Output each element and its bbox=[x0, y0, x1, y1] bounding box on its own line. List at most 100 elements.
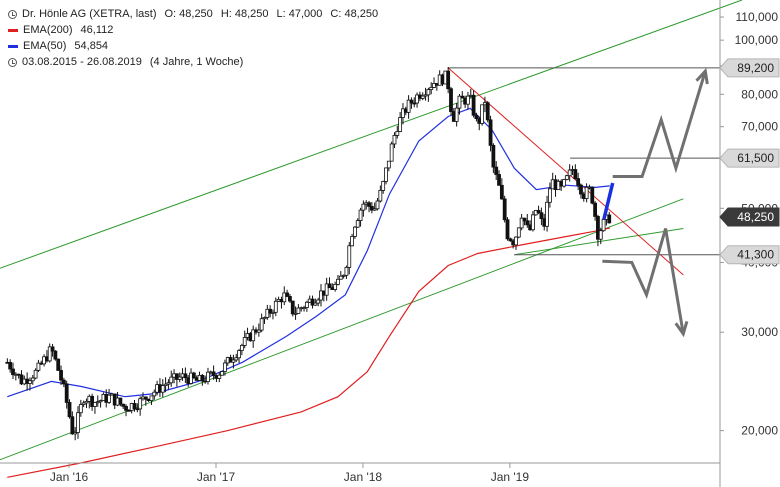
candle-body bbox=[488, 119, 493, 146]
candle-body bbox=[189, 372, 193, 384]
candle-body bbox=[494, 166, 499, 175]
candle-body bbox=[67, 402, 72, 418]
candle-body bbox=[121, 403, 126, 407]
y-tick-label: 80,000 bbox=[741, 87, 778, 101]
candle-body bbox=[234, 357, 239, 361]
candle-body bbox=[76, 412, 80, 433]
candle-body bbox=[166, 382, 171, 385]
candle-body bbox=[350, 236, 354, 247]
price-tag-3 bbox=[719, 245, 780, 265]
projection-arrowhead-2 bbox=[674, 320, 689, 338]
candle-body bbox=[93, 402, 97, 407]
candle-body bbox=[480, 104, 484, 124]
candle-body bbox=[491, 144, 496, 168]
candle-body bbox=[598, 230, 603, 240]
candle-body bbox=[378, 190, 383, 202]
history-clock-icon bbox=[8, 57, 17, 67]
candle-body bbox=[389, 143, 394, 162]
candle-body bbox=[310, 298, 315, 306]
candle-body bbox=[367, 202, 371, 207]
candle-body bbox=[353, 226, 357, 237]
candle-body bbox=[545, 201, 549, 227]
x-tick-label: Jan '18 bbox=[344, 470, 383, 484]
y-tick-label: 20,000 bbox=[741, 424, 778, 438]
candle-body bbox=[522, 217, 527, 222]
y-tick-label: 100,000 bbox=[735, 33, 779, 47]
candle-body bbox=[152, 391, 157, 397]
candle-body bbox=[273, 300, 278, 313]
projection-path-0 bbox=[602, 182, 615, 220]
candle-body bbox=[223, 362, 227, 372]
candle-body bbox=[375, 200, 380, 210]
candle-body bbox=[429, 87, 434, 90]
candle-body bbox=[409, 99, 414, 104]
candle-body bbox=[333, 283, 338, 290]
trend-line-0 bbox=[0, 0, 743, 269]
candle-body bbox=[547, 188, 552, 203]
candle-body bbox=[497, 174, 501, 186]
candle-body bbox=[217, 374, 222, 379]
candle-body bbox=[256, 329, 261, 333]
legend-ema200: EMA(200) 46,112 bbox=[8, 22, 378, 38]
candle-body bbox=[143, 396, 148, 400]
candle-body bbox=[160, 385, 165, 393]
candle-body bbox=[596, 216, 600, 240]
candle-body bbox=[505, 219, 510, 240]
price-tag-label-2: 48,250 bbox=[737, 210, 774, 224]
candle-body bbox=[47, 346, 52, 362]
chart-legend: Dr. Hönle AG (XETRA, last) O: 48,250 H: … bbox=[8, 6, 378, 70]
candle-body bbox=[73, 432, 78, 435]
candle-body bbox=[64, 383, 69, 403]
candle-body bbox=[607, 214, 612, 224]
candle-body bbox=[95, 401, 100, 404]
chart-title: Dr. Hönle AG (XETRA, last) bbox=[22, 8, 157, 20]
y-tick-label: 30,000 bbox=[741, 325, 778, 339]
candle-body bbox=[84, 400, 89, 404]
candle-body bbox=[384, 167, 388, 182]
ohlc-low: L: 47,000 bbox=[276, 8, 323, 20]
candle-body bbox=[61, 379, 66, 385]
candle-body bbox=[237, 350, 241, 359]
candle-body bbox=[516, 227, 521, 238]
price-tag-1 bbox=[719, 148, 780, 168]
candle-body bbox=[460, 95, 465, 99]
y-tick-label: 70,000 bbox=[741, 120, 778, 134]
candle-body bbox=[200, 374, 205, 382]
candle-body bbox=[508, 238, 513, 242]
candle-body bbox=[536, 209, 541, 214]
legend-title-row: Dr. Hönle AG (XETRA, last) O: 48,250 H: … bbox=[8, 6, 378, 22]
ohlc-high: H: 48,250 bbox=[220, 8, 269, 20]
trend-line-1 bbox=[0, 198, 684, 461]
candle-body bbox=[392, 135, 397, 145]
legend-ema50: EMA(50) 54,854 bbox=[8, 38, 378, 54]
candle-body bbox=[98, 400, 103, 403]
candle-body bbox=[576, 178, 581, 186]
candle-body bbox=[163, 383, 168, 387]
candle-body bbox=[355, 220, 360, 228]
candle-body bbox=[211, 371, 216, 377]
ema50-name: EMA(50) bbox=[23, 40, 67, 52]
candle-body bbox=[251, 329, 256, 342]
ema200-value: 46,112 bbox=[80, 24, 114, 36]
candle-body bbox=[132, 403, 137, 410]
projection-path-1 bbox=[612, 70, 707, 178]
clock-icon bbox=[8, 9, 17, 19]
candle-body bbox=[28, 380, 32, 384]
candle-body bbox=[288, 296, 292, 302]
y-tick-label: 110,000 bbox=[736, 10, 779, 24]
candle-body bbox=[271, 311, 275, 314]
price-tag-label-1: 61,500 bbox=[737, 151, 774, 165]
price-tag-label-3: 41,300 bbox=[737, 248, 774, 262]
candle-body bbox=[191, 372, 196, 379]
candle-body bbox=[341, 274, 346, 277]
candle-body bbox=[502, 198, 507, 221]
candle-body bbox=[242, 337, 247, 346]
period-label: (4 Jahre, 1 Woche) bbox=[149, 56, 244, 68]
candle-body bbox=[381, 181, 386, 191]
candle-body bbox=[174, 373, 179, 380]
candle-body bbox=[239, 345, 244, 351]
projection-path-2 bbox=[602, 228, 685, 335]
candle-body bbox=[8, 362, 13, 370]
x-tick-label: Jan '17 bbox=[197, 470, 236, 484]
ohlc-close: C: 48,250 bbox=[330, 8, 379, 20]
